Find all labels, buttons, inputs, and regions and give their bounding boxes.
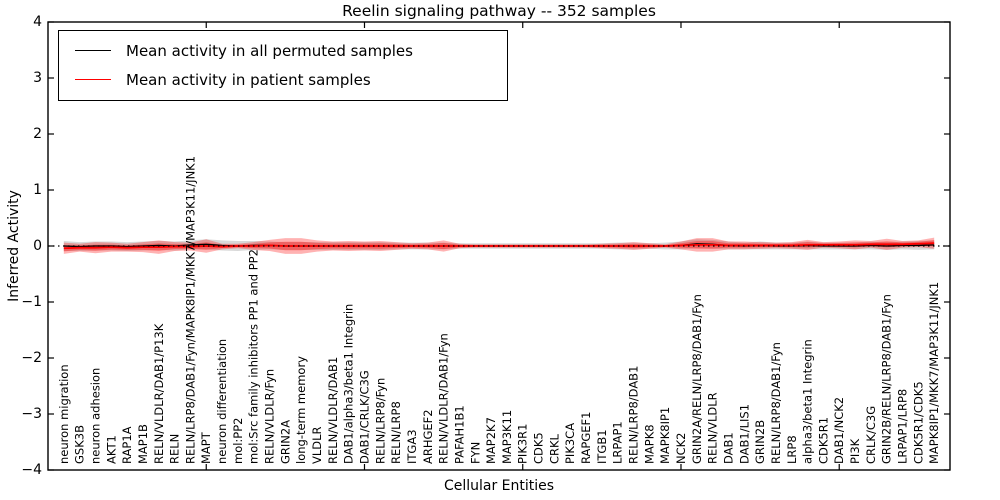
x-category-label: AKT1 bbox=[104, 435, 118, 464]
x-category-label: GRIN2B/RELN/LRP8/DAB1/Fyn bbox=[880, 294, 894, 464]
x-category-label: mol:Src family inhibitors PP1 and PP2 bbox=[247, 249, 261, 464]
x-category-label: neuron migration bbox=[57, 364, 71, 464]
x-category-label: neuron differentiation bbox=[215, 339, 229, 464]
x-category-label: NCK2 bbox=[674, 433, 688, 465]
x-category-label: GRIN2A/RELN/LRP8/DAB1/Fyn bbox=[690, 294, 704, 464]
x-category-label: alpha3/beta1 Integrin bbox=[801, 339, 815, 464]
legend-line-swatch bbox=[75, 79, 111, 80]
y-tick-label: 0 bbox=[33, 238, 42, 254]
x-category-label: DAB1/alpha3/beta1 Integrin bbox=[342, 304, 356, 464]
x-category-label: MAP1B bbox=[136, 424, 150, 464]
y-tick-label: 4 bbox=[33, 14, 42, 30]
x-category-label: VLDLR bbox=[310, 426, 324, 464]
x-category-label: PIK3R1 bbox=[516, 424, 530, 465]
x-category-label: CRKL bbox=[547, 433, 561, 464]
x-category-label: LRP8 bbox=[785, 435, 799, 464]
x-category-label: RELN/VLDLR/DAB1/Fyn bbox=[437, 333, 451, 464]
x-category-label: MAP3K11 bbox=[500, 410, 514, 464]
x-category-label: GSK3B bbox=[73, 425, 87, 464]
x-category-label: ARHGEF2 bbox=[421, 409, 435, 464]
x-category-label: long-term memory bbox=[294, 356, 308, 464]
x-category-label: neuron adhesion bbox=[88, 368, 102, 464]
x-category-label: GRIN2A bbox=[278, 420, 292, 464]
x-category-label: PAFAH1B1 bbox=[452, 405, 466, 464]
legend-item: Mean activity in all permuted samples bbox=[59, 36, 507, 65]
x-category-label: mol:PP2 bbox=[231, 418, 245, 465]
x-category-label: MAPK8IP1 bbox=[658, 407, 672, 464]
x-category-label: RELN/LRP8/DAB1 bbox=[627, 366, 641, 464]
x-category-label: CRLK/C3G bbox=[864, 406, 878, 464]
y-tick-label: −3 bbox=[21, 406, 42, 422]
x-category-label: PIK3CA bbox=[563, 423, 577, 464]
x-category-label: CDK5 bbox=[532, 432, 546, 464]
x-category-label: RELN/VLDLR/DAB1/P13K bbox=[152, 323, 166, 464]
x-category-label: PI3K bbox=[848, 438, 862, 464]
x-category-label: LRPAP1 bbox=[611, 421, 625, 464]
x-category-label: RAP1A bbox=[120, 426, 134, 464]
x-category-label: RELN/LRP8 bbox=[389, 401, 403, 464]
x-category-label: RAPGEF1 bbox=[579, 412, 593, 464]
x-category-label: MAP2K7 bbox=[484, 417, 498, 464]
x-category-label: DAB1/NCK2 bbox=[832, 397, 846, 464]
x-category-label: MAPK8IP1/MKK7/MAP3K11/JNK1 bbox=[927, 282, 941, 464]
x-category-label: DAB1 bbox=[721, 432, 735, 464]
x-category-label: ITGA3 bbox=[405, 429, 419, 464]
y-tick-label: 2 bbox=[33, 126, 42, 142]
x-category-label: RELN/VLDLR bbox=[706, 392, 720, 464]
x-category-label: RELN/LRP8/DAB1/Fyn/MAPK8IP1/MKK7/MAP3K11… bbox=[183, 156, 197, 464]
x-category-label: DAB1/LIS1 bbox=[737, 404, 751, 464]
legend-item: Mean activity in patient samples bbox=[59, 65, 507, 94]
legend-line-swatch bbox=[75, 50, 111, 51]
x-category-label: RELN/LRP8/Fyn bbox=[373, 378, 387, 464]
x-category-label: LRPAP1/LRP8 bbox=[896, 389, 910, 464]
x-category-label: RELN/VLDLR/DAB1 bbox=[326, 357, 340, 464]
x-category-label: FYN bbox=[468, 442, 482, 464]
legend: Mean activity in all permuted samples Mea… bbox=[58, 30, 508, 101]
x-category-label: RELN/VLDLR/Fyn bbox=[263, 369, 277, 464]
y-tick-label: 1 bbox=[33, 182, 42, 198]
legend-label: Mean activity in all permuted samples bbox=[126, 41, 413, 60]
x-category-label: MAPT bbox=[199, 431, 213, 464]
x-category-label: CDK5R1 bbox=[816, 417, 830, 464]
y-tick-label: −1 bbox=[21, 294, 42, 310]
x-axis-label: Cellular Entities bbox=[443, 478, 555, 494]
x-category-label: CDK5R1/CDK5 bbox=[911, 381, 925, 464]
x-category-label: ITGB1 bbox=[595, 429, 609, 464]
x-category-label: RELN bbox=[168, 434, 182, 464]
x-category-label: RELN/LRP8/DAB1/Fyn bbox=[769, 342, 783, 464]
y-tick-label: 3 bbox=[33, 70, 42, 86]
x-category-label: GRIN2B bbox=[753, 420, 767, 464]
y-tick-label: −4 bbox=[21, 462, 42, 478]
legend-label: Mean activity in patient samples bbox=[126, 70, 371, 89]
x-category-label: DAB1/CRLK/C3G bbox=[357, 370, 371, 464]
y-tick-label: −2 bbox=[21, 350, 42, 366]
chart-title: Reelin signaling pathway -- 352 samples bbox=[342, 2, 656, 20]
x-category-label: MAPK8 bbox=[642, 424, 656, 464]
